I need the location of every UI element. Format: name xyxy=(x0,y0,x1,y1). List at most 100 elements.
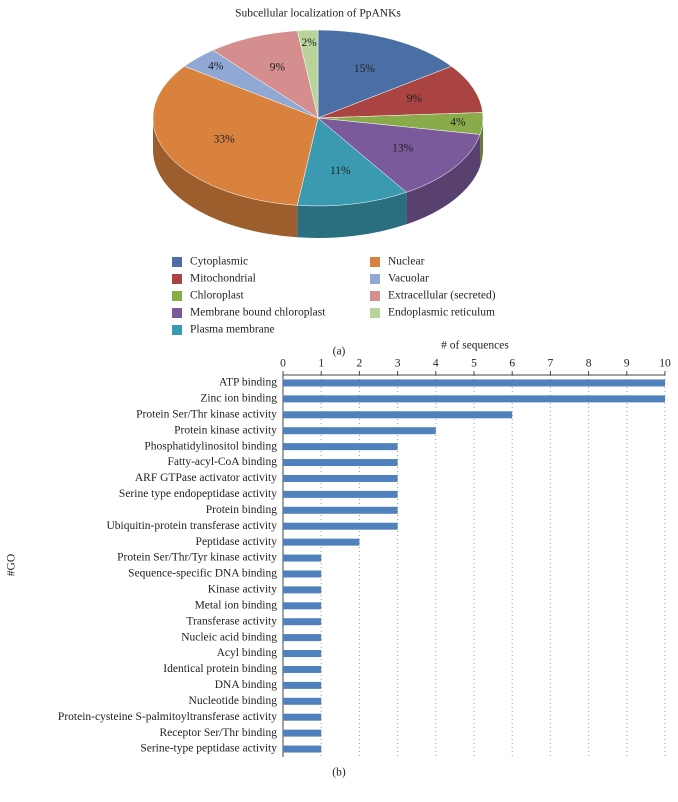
data-label: 4% xyxy=(450,116,466,128)
pie-slice xyxy=(317,65,483,119)
y-tick-label: Serine type endopeptidase activity xyxy=(119,488,277,500)
legend-swatch xyxy=(370,257,380,267)
legend-swatch xyxy=(172,325,182,335)
bar xyxy=(283,697,322,705)
y-tick-label: Protein Ser/Thr kinase activity xyxy=(136,408,277,420)
x-tick-label: 5 xyxy=(471,358,477,370)
legend-swatch xyxy=(172,274,182,284)
legend-swatch xyxy=(172,291,182,301)
bar xyxy=(283,379,665,387)
x-tick-label: 7 xyxy=(548,358,554,370)
data-label: 15% xyxy=(354,63,376,75)
x-tick-label: 10 xyxy=(659,358,671,370)
pie-slice xyxy=(317,29,453,119)
data-label: 11% xyxy=(330,165,351,177)
x-tick-label: 8 xyxy=(586,358,592,370)
legend-label: Nuclear xyxy=(388,256,425,268)
pie-slice xyxy=(152,65,319,206)
y-tick-label: Nucleotide binding xyxy=(189,695,278,707)
x-tick-label: 4 xyxy=(433,358,439,370)
y-tick-label: Protein-cysteine S-palmitoyltransferase … xyxy=(58,711,277,723)
legend-label: Vacuolar xyxy=(388,273,429,285)
y-tick-label: Serine-type peptidase activity xyxy=(140,743,277,755)
y-tick-label: Kinase activity xyxy=(208,584,278,596)
y-tick-label: Peptidase activity xyxy=(196,536,278,548)
pie-side xyxy=(406,134,481,225)
legend-label: Cytoplasmic xyxy=(190,256,248,268)
legend-label: Plasma membrane xyxy=(190,324,275,336)
y-tick-label: Receptor Ser/Thr binding xyxy=(159,727,277,739)
pie-side xyxy=(480,118,483,167)
legend-swatch xyxy=(370,274,380,284)
bar xyxy=(283,395,665,403)
bar xyxy=(283,681,322,689)
bar xyxy=(283,586,322,594)
legend-label: Membrane bound chloroplast xyxy=(190,307,326,319)
bar xyxy=(283,650,322,658)
y-tick-label: Fatty-acyl-CoA binding xyxy=(167,456,277,468)
bar xyxy=(283,713,322,721)
bar xyxy=(283,474,398,482)
x-tick-label: 6 xyxy=(509,358,515,370)
bar xyxy=(283,506,398,514)
x-tick-label: 2 xyxy=(357,358,363,370)
bar xyxy=(283,443,398,451)
pie-side xyxy=(297,192,407,239)
legend-label: Extracellular (secreted) xyxy=(388,290,496,302)
legend-label: Chloroplast xyxy=(190,290,244,302)
bar xyxy=(283,634,322,642)
y-tick-label: Acyl binding xyxy=(217,647,278,659)
y-tick-label: Transferase activity xyxy=(186,615,277,627)
bar xyxy=(283,618,322,626)
data-label: 9% xyxy=(407,93,423,105)
x-axis-title: # of sequences xyxy=(441,340,509,352)
y-tick-label: ARF GTPase activator activity xyxy=(135,472,277,484)
legend-label: Mitochondrial xyxy=(190,273,256,285)
data-label: 2% xyxy=(302,37,318,49)
y-tick-label: Protein kinase activity xyxy=(174,424,277,436)
bar xyxy=(283,602,322,610)
bar xyxy=(283,538,360,546)
pie-slice xyxy=(317,117,481,193)
legend-swatch xyxy=(370,308,380,318)
data-label: 33% xyxy=(214,133,236,145)
data-label: 4% xyxy=(208,60,224,72)
pie-slice xyxy=(212,30,319,119)
bar xyxy=(283,745,322,753)
y-tick-label: Ubiquitin-protein transferase activity xyxy=(106,520,277,532)
legend-swatch xyxy=(370,291,380,301)
bar xyxy=(283,554,322,562)
y-tick-label: Phosphatidylinositol binding xyxy=(144,440,277,452)
x-tick-label: 1 xyxy=(318,358,324,370)
x-tick-label: 9 xyxy=(624,358,630,370)
pie-title: Subcellular localization of PpANKs xyxy=(235,8,401,20)
y-tick-label: Protein binding xyxy=(206,504,277,516)
y-tick-label: Protein Ser/Thr/Tyr kinase activity xyxy=(117,552,277,564)
legend-swatch xyxy=(172,308,182,318)
y-tick-label: Zinc ion binding xyxy=(200,393,277,405)
y-tick-label: Sequence-specific DNA binding xyxy=(128,568,277,580)
data-label: 9% xyxy=(270,62,286,74)
bar xyxy=(283,411,513,419)
bar xyxy=(283,459,398,467)
bar xyxy=(283,570,322,578)
pie-side xyxy=(152,118,298,238)
bar xyxy=(283,427,436,435)
panel-label: (a) xyxy=(333,346,346,358)
data-label: 13% xyxy=(392,142,414,154)
bar xyxy=(283,729,322,737)
y-tick-label: Nucleic acid binding xyxy=(181,631,277,643)
x-tick-label: 3 xyxy=(395,358,401,370)
bar xyxy=(283,522,398,530)
bar xyxy=(283,490,398,498)
y-tick-label: DNA binding xyxy=(215,679,278,691)
y-tick-label: Identical protein binding xyxy=(163,663,277,675)
y-tick-label: ATP binding xyxy=(219,377,277,389)
legend-swatch xyxy=(172,257,182,267)
pie-slice xyxy=(297,29,319,119)
pie-slice xyxy=(297,117,407,207)
panel-label: (b) xyxy=(332,767,346,779)
bar xyxy=(283,665,322,673)
y-axis-title: #GO xyxy=(6,554,18,576)
